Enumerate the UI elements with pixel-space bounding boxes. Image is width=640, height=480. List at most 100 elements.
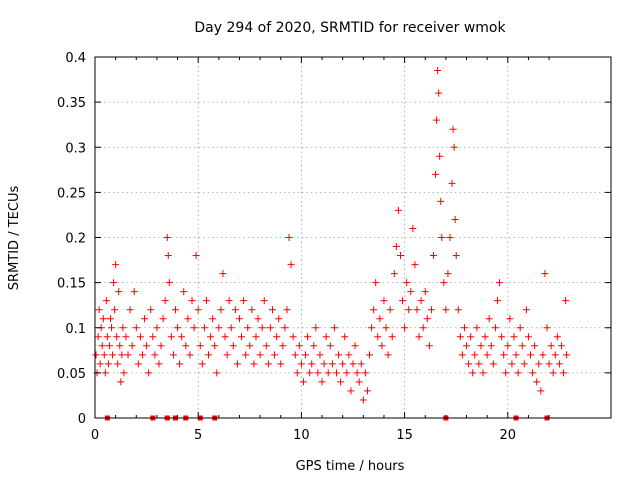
data-point	[419, 324, 427, 332]
data-point	[287, 261, 295, 269]
data-point	[483, 351, 491, 359]
data-point	[256, 351, 264, 359]
data-point	[238, 333, 246, 341]
data-point	[161, 297, 169, 305]
data-point	[178, 333, 186, 341]
data-point	[227, 324, 235, 332]
data-point	[322, 333, 330, 341]
data-point	[269, 306, 277, 314]
data-point	[438, 234, 446, 241]
data-point	[475, 360, 483, 368]
data-point	[399, 297, 407, 305]
data-point	[198, 360, 206, 368]
y-tick-label: 0.3	[65, 141, 86, 156]
data-point	[370, 306, 378, 314]
data-point	[479, 369, 487, 377]
data-point	[283, 306, 291, 314]
data-point	[539, 351, 547, 359]
data-point	[460, 324, 468, 332]
data-point	[254, 315, 262, 323]
data-point	[273, 333, 281, 341]
data-point	[349, 360, 357, 368]
data-point	[343, 369, 351, 377]
data-point	[153, 324, 161, 332]
data-point	[553, 333, 561, 341]
data-point	[130, 288, 138, 296]
data-point	[291, 351, 299, 359]
data-point	[205, 351, 213, 359]
data-point	[359, 396, 367, 404]
data-point	[440, 279, 448, 287]
data-point	[289, 333, 297, 341]
data-point	[248, 306, 256, 314]
data-point	[104, 360, 112, 368]
data-point	[314, 369, 322, 377]
data-point	[262, 342, 270, 350]
data-point	[102, 297, 110, 305]
data-point	[520, 360, 528, 368]
data-point	[442, 306, 450, 314]
data-point	[487, 342, 495, 350]
data-point	[106, 315, 114, 323]
data-point	[496, 279, 504, 287]
data-point	[117, 378, 125, 386]
data-point	[118, 351, 126, 359]
data-point	[308, 360, 316, 368]
data-points	[92, 67, 571, 421]
data-point	[297, 360, 305, 368]
data-point	[145, 369, 153, 377]
data-point	[136, 333, 144, 341]
data-point	[337, 378, 345, 386]
data-point	[99, 315, 107, 323]
data-point	[512, 351, 520, 359]
data-point	[401, 324, 409, 332]
data-point	[493, 297, 501, 305]
data-point	[518, 342, 526, 350]
data-point	[403, 279, 411, 287]
data-point	[437, 197, 445, 205]
data-point	[357, 360, 365, 368]
y-tick-label: 0.1	[65, 322, 86, 337]
data-point	[541, 270, 549, 278]
data-point	[345, 351, 353, 359]
data-point	[225, 297, 233, 305]
data-point	[242, 351, 250, 359]
data-point	[96, 360, 104, 368]
data-point	[563, 351, 571, 359]
data-point	[275, 315, 283, 323]
data-point	[543, 324, 551, 332]
data-point	[405, 306, 413, 314]
data-point	[167, 333, 175, 341]
data-point	[126, 306, 134, 314]
data-point	[549, 369, 557, 377]
data-point	[425, 342, 433, 350]
data-point	[498, 333, 506, 341]
data-point	[502, 369, 510, 377]
data-point	[427, 306, 435, 314]
data-point	[527, 351, 535, 359]
data-point	[320, 360, 328, 368]
data-point	[120, 369, 128, 377]
data-point	[147, 306, 155, 314]
data-point	[258, 324, 266, 332]
data-point	[435, 89, 443, 97]
data-point	[95, 306, 103, 314]
chart-title: Day 294 of 2020, SRMTID for receiver wmo…	[194, 20, 506, 36]
data-point	[240, 297, 248, 305]
data-point	[429, 252, 437, 260]
data-point	[250, 360, 258, 368]
data-point	[124, 351, 132, 359]
data-point	[213, 369, 221, 377]
data-point	[469, 369, 477, 377]
data-point	[101, 369, 109, 377]
data-point	[368, 324, 376, 332]
data-point	[454, 306, 462, 314]
data-point	[174, 324, 182, 332]
data-point	[233, 360, 241, 368]
data-point	[324, 369, 332, 377]
data-point	[361, 369, 369, 377]
x-tick-label: 20	[500, 428, 517, 443]
x-tick-label: 5	[194, 428, 202, 443]
